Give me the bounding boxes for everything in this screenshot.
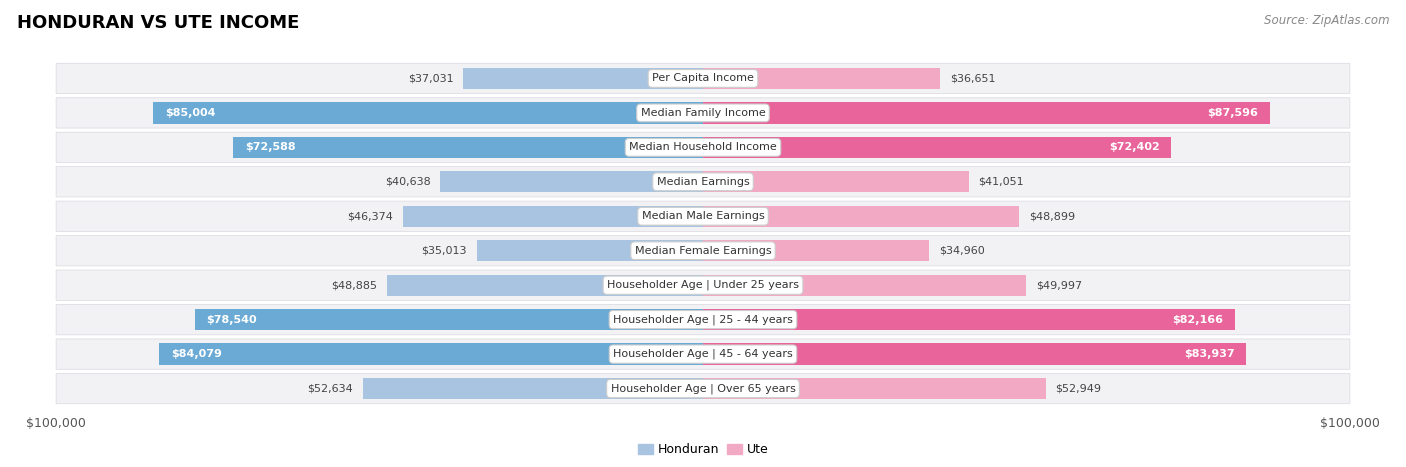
- Text: $78,540: $78,540: [207, 315, 257, 325]
- Bar: [387, 275, 703, 296]
- Bar: [404, 205, 703, 227]
- Bar: [233, 137, 703, 158]
- Text: Per Capita Income: Per Capita Income: [652, 73, 754, 84]
- Bar: [703, 240, 929, 262]
- FancyBboxPatch shape: [56, 63, 1350, 93]
- Bar: [703, 309, 1234, 330]
- Text: $49,997: $49,997: [1036, 280, 1083, 290]
- Bar: [703, 171, 969, 192]
- Bar: [703, 137, 1171, 158]
- Bar: [477, 240, 703, 262]
- Text: $72,588: $72,588: [245, 142, 295, 152]
- Bar: [703, 68, 941, 89]
- Text: $82,166: $82,166: [1171, 315, 1223, 325]
- Bar: [703, 378, 1046, 399]
- Text: Householder Age | Under 25 years: Householder Age | Under 25 years: [607, 280, 799, 290]
- FancyBboxPatch shape: [56, 304, 1350, 335]
- Text: $34,960: $34,960: [939, 246, 984, 256]
- Bar: [195, 309, 703, 330]
- Text: $52,634: $52,634: [307, 383, 353, 394]
- Text: $46,374: $46,374: [347, 211, 394, 221]
- Text: Median Female Earnings: Median Female Earnings: [634, 246, 772, 256]
- FancyBboxPatch shape: [56, 167, 1350, 197]
- Bar: [153, 102, 703, 124]
- Text: HONDURAN VS UTE INCOME: HONDURAN VS UTE INCOME: [17, 14, 299, 32]
- Bar: [703, 102, 1270, 124]
- Text: $35,013: $35,013: [422, 246, 467, 256]
- FancyBboxPatch shape: [56, 270, 1350, 300]
- Text: Source: ZipAtlas.com: Source: ZipAtlas.com: [1264, 14, 1389, 27]
- Text: Median Household Income: Median Household Income: [628, 142, 778, 152]
- FancyBboxPatch shape: [56, 339, 1350, 369]
- FancyBboxPatch shape: [56, 98, 1350, 128]
- Text: Median Earnings: Median Earnings: [657, 177, 749, 187]
- Text: Median Male Earnings: Median Male Earnings: [641, 211, 765, 221]
- Bar: [440, 171, 703, 192]
- Text: $87,596: $87,596: [1208, 108, 1258, 118]
- FancyBboxPatch shape: [56, 374, 1350, 404]
- Text: $48,885: $48,885: [330, 280, 377, 290]
- Bar: [159, 343, 703, 365]
- Bar: [363, 378, 703, 399]
- Text: Householder Age | Over 65 years: Householder Age | Over 65 years: [610, 383, 796, 394]
- Text: $36,651: $36,651: [950, 73, 995, 84]
- Text: $83,937: $83,937: [1184, 349, 1234, 359]
- Text: $37,031: $37,031: [408, 73, 454, 84]
- Bar: [703, 343, 1246, 365]
- Text: $41,051: $41,051: [979, 177, 1024, 187]
- FancyBboxPatch shape: [56, 132, 1350, 163]
- Text: $84,079: $84,079: [170, 349, 222, 359]
- Text: $40,638: $40,638: [385, 177, 430, 187]
- Bar: [703, 205, 1019, 227]
- Bar: [703, 275, 1026, 296]
- Legend: Honduran, Ute: Honduran, Ute: [633, 439, 773, 461]
- Text: Householder Age | 45 - 64 years: Householder Age | 45 - 64 years: [613, 349, 793, 359]
- Bar: [464, 68, 703, 89]
- FancyBboxPatch shape: [56, 201, 1350, 232]
- Text: $85,004: $85,004: [165, 108, 215, 118]
- Text: $72,402: $72,402: [1109, 142, 1160, 152]
- Text: $52,949: $52,949: [1056, 383, 1101, 394]
- Text: $48,899: $48,899: [1029, 211, 1076, 221]
- Text: Median Family Income: Median Family Income: [641, 108, 765, 118]
- Text: Householder Age | 25 - 44 years: Householder Age | 25 - 44 years: [613, 314, 793, 325]
- FancyBboxPatch shape: [56, 235, 1350, 266]
